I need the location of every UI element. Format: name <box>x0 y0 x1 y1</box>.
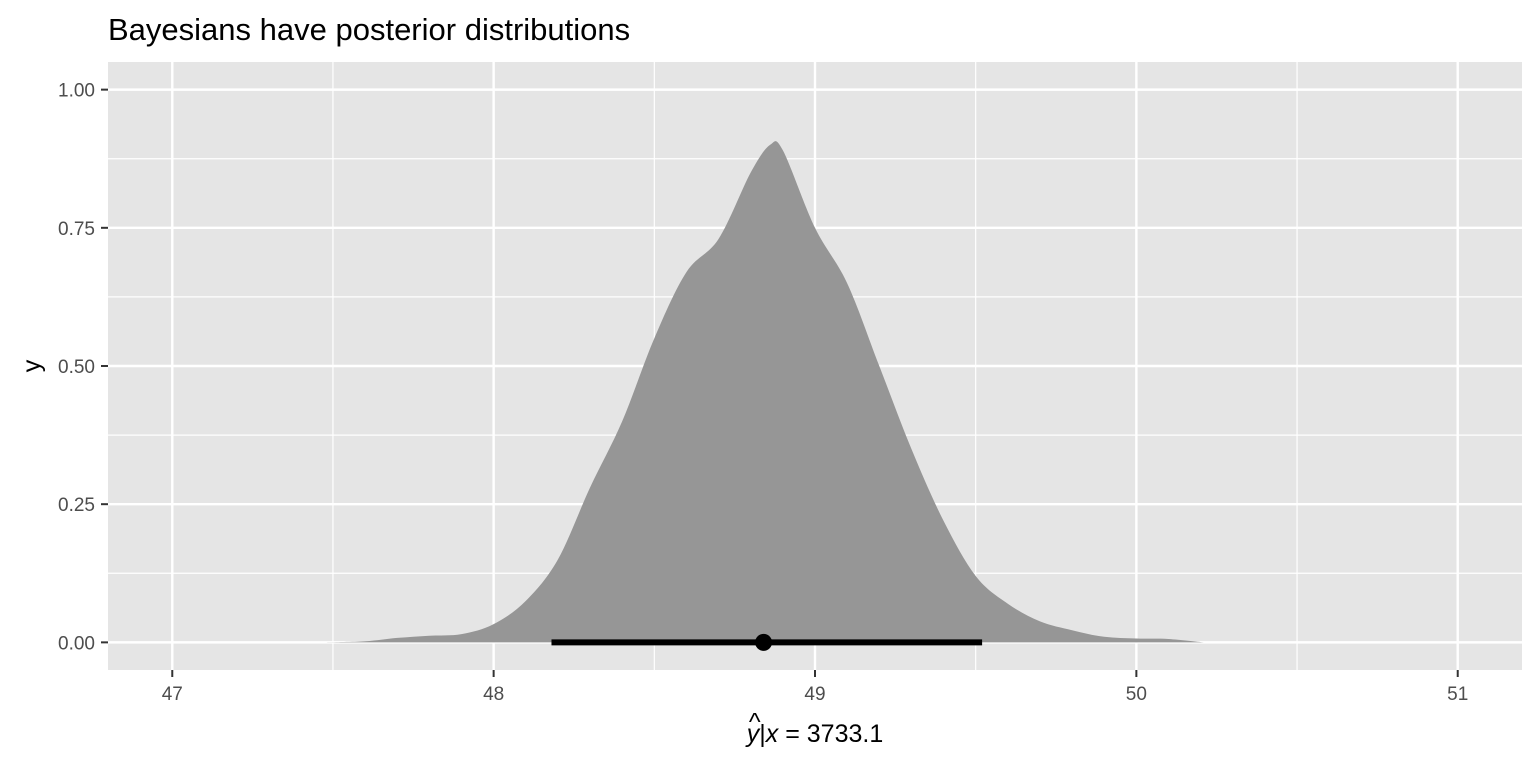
x-axis-label-hat: ^ <box>749 708 761 736</box>
density-area <box>326 141 1204 643</box>
y-tick-label: 0.75 <box>58 219 95 240</box>
y-tick-label: 1.00 <box>58 81 95 102</box>
y-axis-ticks: 0.00 0.25 0.50 0.75 1.00 <box>58 81 108 654</box>
x-axis-label-yhat: y <box>745 720 761 748</box>
x-axis-label-x: x <box>765 720 780 748</box>
x-tick-label: 50 <box>1126 684 1147 705</box>
y-tick-label: 0.00 <box>58 633 95 654</box>
x-axis-label-value: = 3733.1 <box>778 720 883 748</box>
chart-title: Bayesians have posterior distributions <box>108 12 630 47</box>
x-axis-label-bar: | <box>759 720 766 748</box>
x-axis-label-text: y|x = 3733.1 <box>745 720 883 748</box>
y-tick-label: 0.25 <box>58 495 95 516</box>
x-tick-label: 48 <box>483 684 504 705</box>
x-axis-label: ^ y|x = 3733.1 <box>745 708 883 748</box>
y-axis-label: y <box>18 359 46 372</box>
x-tick-label: 49 <box>804 684 825 705</box>
x-axis-ticks: 47 48 49 50 51 <box>162 670 1468 705</box>
y-tick-label: 0.50 <box>58 357 95 378</box>
x-tick-label: 51 <box>1447 684 1468 705</box>
point-estimate-dot <box>755 633 773 651</box>
x-tick-label: 47 <box>162 684 183 705</box>
